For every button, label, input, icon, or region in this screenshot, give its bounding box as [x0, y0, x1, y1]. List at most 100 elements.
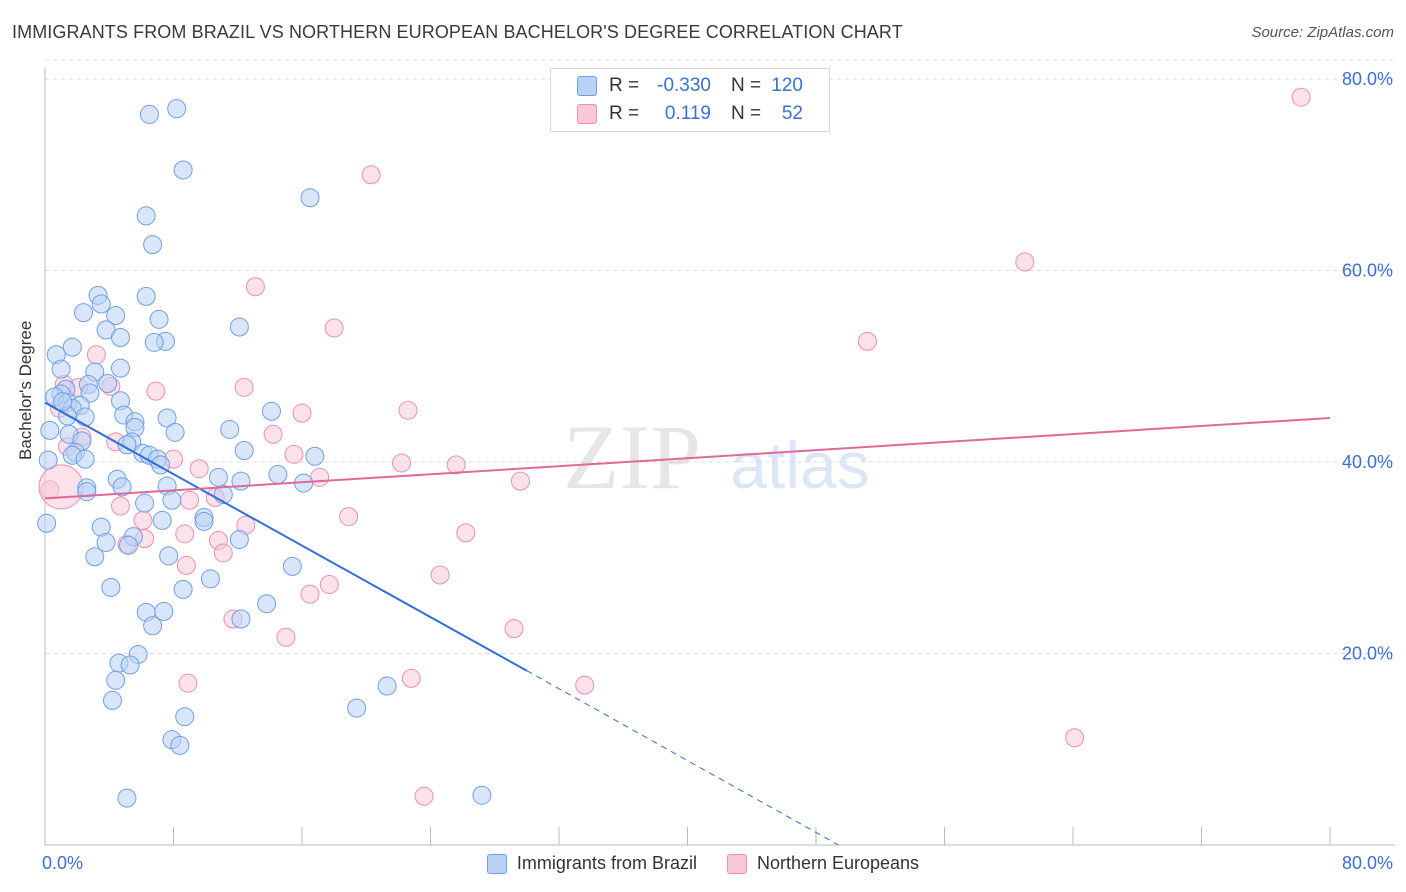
data-point — [173, 160, 193, 180]
data-point — [133, 510, 153, 530]
data-point — [149, 309, 169, 329]
y-tick-label: 80.0% — [1342, 69, 1393, 89]
data-point — [300, 584, 320, 604]
data-point — [162, 490, 182, 510]
data-point — [472, 785, 492, 805]
data-point — [53, 392, 73, 412]
data-point — [112, 477, 132, 497]
legend-item-northern-europeans[interactable]: Northern Europeans — [726, 853, 920, 874]
stats-swatch-northern-europeans — [577, 104, 597, 124]
data-point — [208, 467, 228, 487]
data-point — [234, 377, 254, 397]
data-point — [178, 673, 198, 693]
data-point — [292, 403, 312, 423]
data-point — [152, 510, 172, 530]
data-point — [310, 467, 330, 487]
data-point — [200, 569, 220, 589]
y-axis-label: Bachelor's Degree — [16, 320, 35, 460]
data-point — [504, 619, 524, 639]
data-point — [1015, 252, 1035, 272]
data-point — [119, 535, 139, 555]
data-point — [173, 579, 193, 599]
n-label: N = — [731, 103, 762, 124]
data-point — [176, 555, 196, 575]
data-point — [305, 446, 325, 466]
stats-row-northern-europeans: R = 0.119 N = 52 — [551, 99, 829, 129]
data-point — [75, 407, 95, 427]
data-point — [51, 359, 71, 379]
data-point — [231, 609, 251, 629]
legend-label-brazil: Immigrants from Brazil — [516, 853, 697, 873]
data-point — [110, 496, 130, 516]
data-point — [117, 788, 137, 808]
data-point — [398, 400, 418, 420]
data-point — [101, 577, 121, 597]
n-value: 120 — [771, 75, 803, 96]
data-point — [510, 471, 530, 491]
data-point — [284, 444, 304, 464]
x-tick-label: 0.0% — [42, 853, 83, 873]
watermark: ZIP atlas — [563, 406, 870, 508]
data-point — [319, 575, 339, 595]
data-point — [361, 165, 381, 185]
data-point — [857, 331, 877, 351]
stats-legend: R = -0.330 N = 120 R = 0.119 N = 52 — [550, 68, 830, 132]
stats-swatch-brazil — [577, 76, 597, 96]
data-point — [136, 286, 156, 306]
data-point — [180, 490, 200, 510]
data-point — [96, 532, 116, 552]
data-point — [377, 676, 397, 696]
data-point — [85, 547, 105, 567]
source-label: Source: ZipAtlas.com — [1251, 24, 1394, 41]
data-point — [77, 482, 97, 502]
watermark-atlas: atlas — [730, 428, 869, 502]
data-point — [157, 408, 177, 428]
data-point — [91, 294, 111, 314]
data-point — [37, 513, 57, 533]
data-point — [98, 373, 118, 393]
chart-title: IMMIGRANTS FROM BRAZIL VS NORTHERN EUROP… — [12, 22, 903, 42]
data-point — [392, 453, 412, 473]
x-tick-label: 80.0% — [1342, 853, 1393, 873]
data-point — [347, 698, 367, 718]
data-point — [229, 530, 249, 550]
data-point — [276, 627, 296, 647]
data-point — [74, 303, 94, 323]
data-point — [170, 735, 190, 755]
data-point — [75, 449, 95, 469]
data-point — [257, 594, 277, 614]
data-point — [38, 450, 58, 470]
data-point — [282, 556, 302, 576]
trend-line-northern-europeans — [44, 416, 1331, 500]
grid-lines — [45, 59, 1395, 654]
data-point — [117, 435, 137, 455]
data-point — [175, 707, 195, 727]
data-point — [106, 670, 126, 690]
data-point — [446, 455, 466, 475]
legend-item-brazil[interactable]: Immigrants from Brazil — [486, 853, 697, 874]
data-point — [143, 235, 163, 255]
data-point — [165, 422, 185, 442]
legend-label-northern-europeans: Northern Europeans — [756, 853, 920, 873]
data-point — [189, 459, 209, 479]
data-point — [261, 401, 281, 421]
data-point — [300, 188, 320, 208]
n-label: N = — [731, 75, 762, 96]
data-point — [136, 206, 156, 226]
data-point — [110, 358, 130, 378]
bottom-legend: Immigrants from Brazil Northern European… — [0, 853, 1406, 874]
data-point — [175, 524, 195, 544]
data-point — [86, 345, 106, 365]
data-point — [234, 441, 254, 461]
series-immigrants-from-brazil — [37, 99, 492, 808]
data-point — [268, 464, 288, 484]
data-point — [456, 523, 476, 543]
data-point — [106, 306, 126, 326]
data-point — [139, 104, 159, 124]
y-tick-label: 20.0% — [1342, 644, 1393, 664]
data-point — [167, 99, 187, 119]
data-point — [245, 277, 265, 297]
data-point — [110, 328, 130, 348]
stats-row-brazil: R = -0.330 N = 120 — [551, 71, 829, 101]
tick-labels: 20.0% 40.0% 60.0% 80.0% 0.0% 80.0% — [42, 69, 1393, 873]
